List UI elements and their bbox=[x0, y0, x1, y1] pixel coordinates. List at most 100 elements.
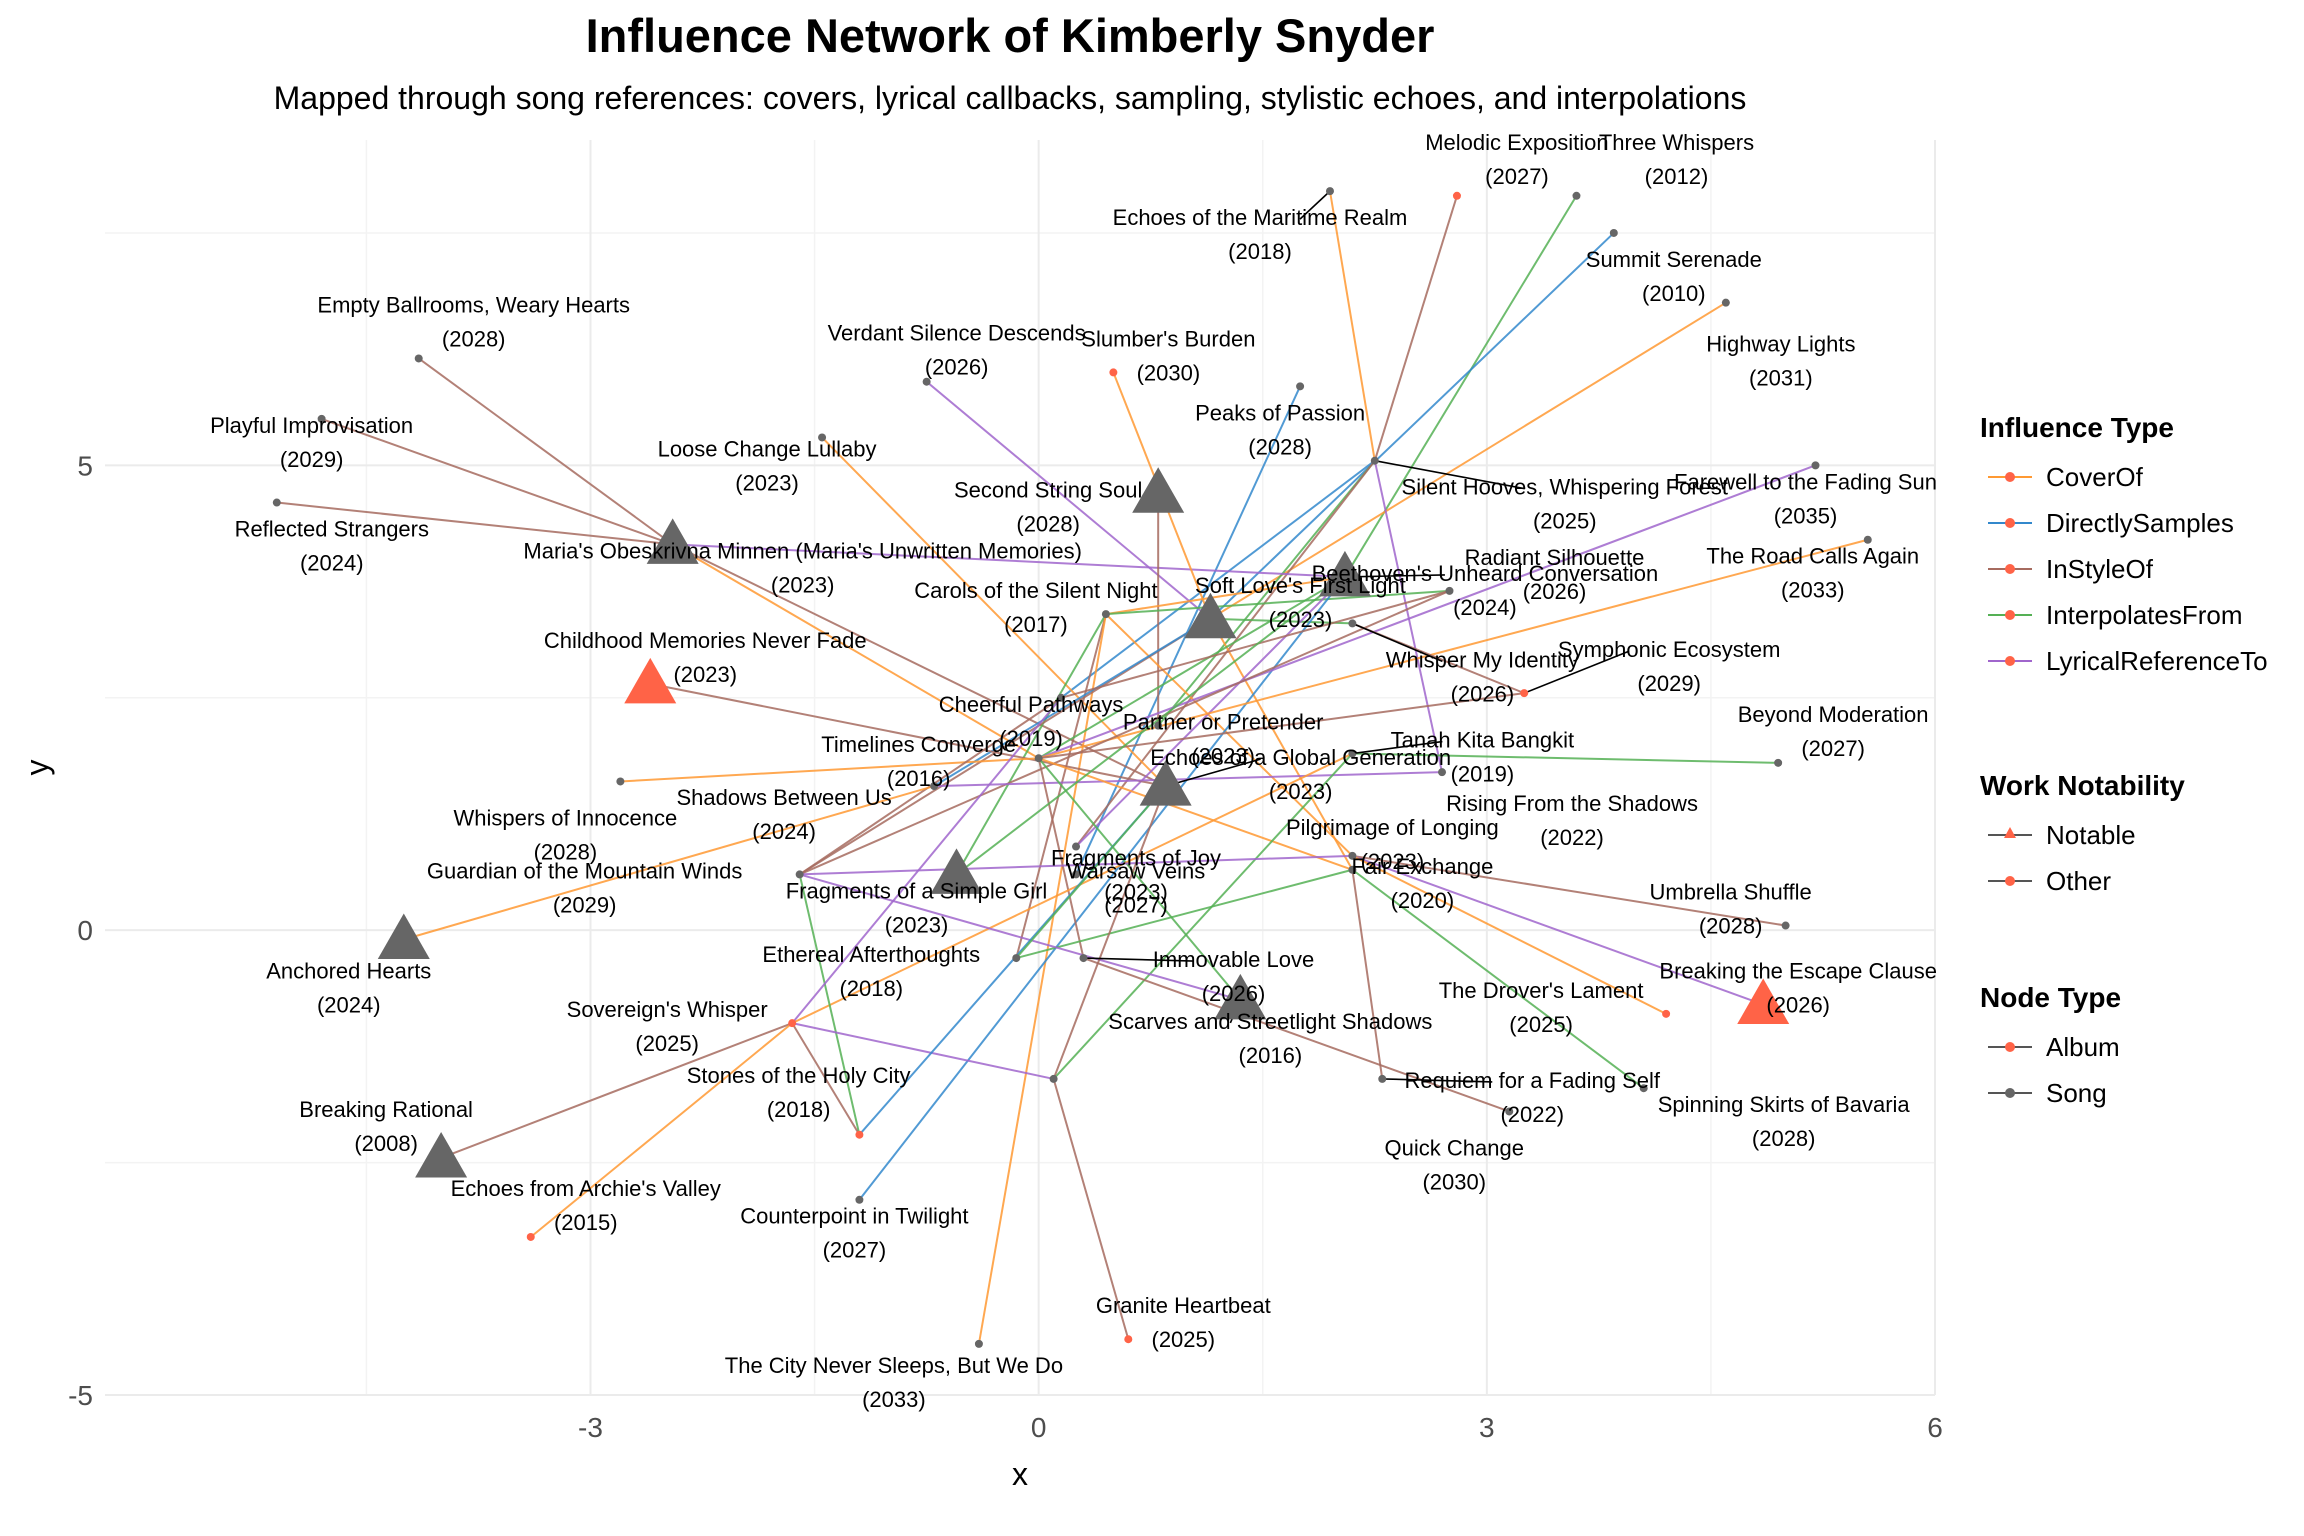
node-song bbox=[1378, 1074, 1387, 1083]
edge-lyricalreferenceto bbox=[1075, 576, 1346, 848]
node-label-title: Fragments of a Simple Girl bbox=[786, 878, 1048, 903]
network-plot: -3 0 3 6 -5 0 5 x y Melodic Exposition (2027) Thre… bbox=[19, 130, 1943, 1492]
node-label-title: Empty Ballrooms, Weary Hearts bbox=[317, 292, 630, 317]
line-dot-icon bbox=[1980, 454, 2040, 500]
node-label-year: (2023) bbox=[1191, 744, 1255, 769]
node-label-title: Quick Change bbox=[1385, 1135, 1524, 1160]
node-song bbox=[1325, 187, 1334, 196]
node-label-year: (2019) bbox=[999, 726, 1063, 751]
y-tick-label: 5 bbox=[77, 450, 93, 481]
node-song bbox=[1505, 1107, 1514, 1116]
node-label-year: (2026) bbox=[1766, 993, 1830, 1018]
node-song bbox=[1079, 954, 1088, 963]
node-label-title: Echoes of a Global Generation bbox=[1150, 745, 1451, 770]
node-label-title: Whispers of Innocence bbox=[453, 805, 677, 830]
node-label-title: Stones of the Holy City bbox=[687, 1063, 911, 1088]
node-label-title: Whisper My Identity bbox=[1386, 647, 1579, 672]
node-label-year: (2022) bbox=[1500, 1102, 1564, 1127]
node-label-year: (2028) bbox=[534, 839, 598, 864]
x-tick-label: 0 bbox=[1031, 1412, 1047, 1443]
edge-coverof bbox=[791, 752, 1353, 1025]
legend-title: Influence Type bbox=[1980, 412, 2174, 443]
node-label-title: Anchored Hearts bbox=[266, 958, 431, 983]
node-label-title: Granite Heartbeat bbox=[1096, 1293, 1271, 1318]
node-notable-song bbox=[1132, 467, 1185, 513]
y-tick-label: 0 bbox=[77, 915, 93, 946]
node-label-year: (2023) bbox=[771, 572, 835, 597]
node-label-title: Cheerful Pathways bbox=[939, 692, 1124, 717]
legend-work-notability: Work Notability Notable Other bbox=[1980, 770, 2185, 904]
node-album bbox=[1520, 689, 1529, 698]
node-song bbox=[1370, 456, 1379, 465]
legend-item: DirectlySamples bbox=[1980, 500, 2268, 546]
edge-lyricalreferenceto bbox=[1373, 460, 1443, 773]
node-label-title: Breaking the Escape Clause bbox=[1659, 959, 1937, 984]
legend-node-type: Node Type Album Song bbox=[1980, 982, 2121, 1116]
node-label-title: Rising From the Shadows bbox=[1446, 791, 1698, 816]
edge-instyleof bbox=[1373, 195, 1458, 462]
node-label-year: (2023) bbox=[1361, 849, 1425, 874]
node-label-title: Pilgrimage of Longing bbox=[1286, 815, 1499, 840]
legend-item: CoverOf bbox=[1980, 454, 2268, 500]
edge-interpolatesfrom bbox=[1016, 868, 1353, 960]
x-tick-label: 3 bbox=[1479, 1412, 1495, 1443]
node-label-year: (2024) bbox=[752, 819, 816, 844]
leader-layer bbox=[1083, 190, 1630, 1083]
node-label-title: Guardian of the Mountain Winds bbox=[427, 858, 743, 883]
node-layer bbox=[272, 187, 1872, 1348]
edge-interpolatesfrom bbox=[955, 613, 1107, 875]
node-notable-song bbox=[1318, 550, 1371, 597]
legend-item: InterpolatesFrom bbox=[1980, 592, 2268, 638]
node-label-year: (2026) bbox=[1523, 579, 1587, 604]
edge-instyleof bbox=[799, 589, 1450, 876]
node-label-title: Farewell to the Fading Sun bbox=[1674, 469, 1937, 494]
node-label-title: Slumber's Burden bbox=[1081, 326, 1255, 351]
node-label-title: Tanah Kita Bangkit bbox=[1391, 728, 1574, 753]
node-notable-song bbox=[1184, 592, 1237, 639]
line-dot-icon bbox=[1980, 546, 2040, 592]
node-label-year: (2033) bbox=[862, 1387, 926, 1412]
node-notable-album bbox=[1737, 978, 1790, 1025]
node-song bbox=[1012, 954, 1021, 963]
node-label-title: Peaks of Passion bbox=[1195, 400, 1365, 425]
node-label-title: Sovereign's Whisper bbox=[567, 997, 768, 1022]
node-song bbox=[1438, 768, 1447, 777]
node-notable-album bbox=[624, 657, 677, 704]
line-dot-icon bbox=[1980, 592, 2040, 638]
node-label-title: Symphonic Ecosystem bbox=[1558, 637, 1781, 662]
node-label-title: Silent Hooves, Whispering Forest bbox=[1402, 475, 1728, 500]
node-label-title: The Road Calls Again bbox=[1706, 544, 1919, 569]
label-leader bbox=[1352, 740, 1443, 755]
edge-directlysamples bbox=[1060, 459, 1376, 699]
node-label-title: Breaking Rational bbox=[299, 1097, 473, 1122]
legend-item-label: DirectlySamples bbox=[2046, 507, 2234, 538]
edge-lyricalreferenceto bbox=[791, 1022, 1054, 1080]
node-label-title: Maria's Obeskrivna Minnen (Maria's Unwri… bbox=[523, 538, 1082, 563]
chart-subtitle: Mapped through song references: covers, … bbox=[273, 80, 1747, 116]
legend-item-label: InterpolatesFrom bbox=[2046, 599, 2243, 630]
legend-item: Song bbox=[1980, 1070, 2121, 1116]
node-song bbox=[1072, 842, 1081, 851]
line-dot-icon bbox=[1980, 1070, 2040, 1116]
edge-interpolatesfrom bbox=[1105, 589, 1450, 616]
y-axis-label: y bbox=[19, 760, 55, 776]
edge-interpolatesfrom bbox=[1352, 752, 1779, 764]
node-label-year: (2012) bbox=[1645, 164, 1709, 189]
edge-instyleof bbox=[1052, 785, 1167, 1080]
node-label-title: Spinning Skirts of Bavaria bbox=[1658, 1092, 1911, 1117]
node-notable-song bbox=[930, 848, 983, 894]
node-label-year: (2031) bbox=[1749, 366, 1813, 391]
node-label-year: (2023) bbox=[673, 662, 737, 687]
edge-instyleof bbox=[276, 501, 673, 546]
edge-lyricalreferenceto bbox=[799, 854, 1353, 876]
node-notable-song bbox=[1139, 760, 1192, 806]
node-label-title: Fragments of Joy bbox=[1051, 846, 1221, 871]
node-label-title: Summit Serenade bbox=[1586, 247, 1762, 272]
node-label-year: (2026) bbox=[925, 355, 989, 380]
node-song bbox=[1639, 1084, 1648, 1093]
legend-item: InStyleOf bbox=[1980, 546, 2268, 592]
node-label-year: (2026) bbox=[1202, 981, 1266, 1006]
node-label-year: (2027) bbox=[1801, 736, 1865, 761]
edge-instyleof bbox=[1075, 460, 1376, 848]
node-song bbox=[974, 1339, 983, 1348]
